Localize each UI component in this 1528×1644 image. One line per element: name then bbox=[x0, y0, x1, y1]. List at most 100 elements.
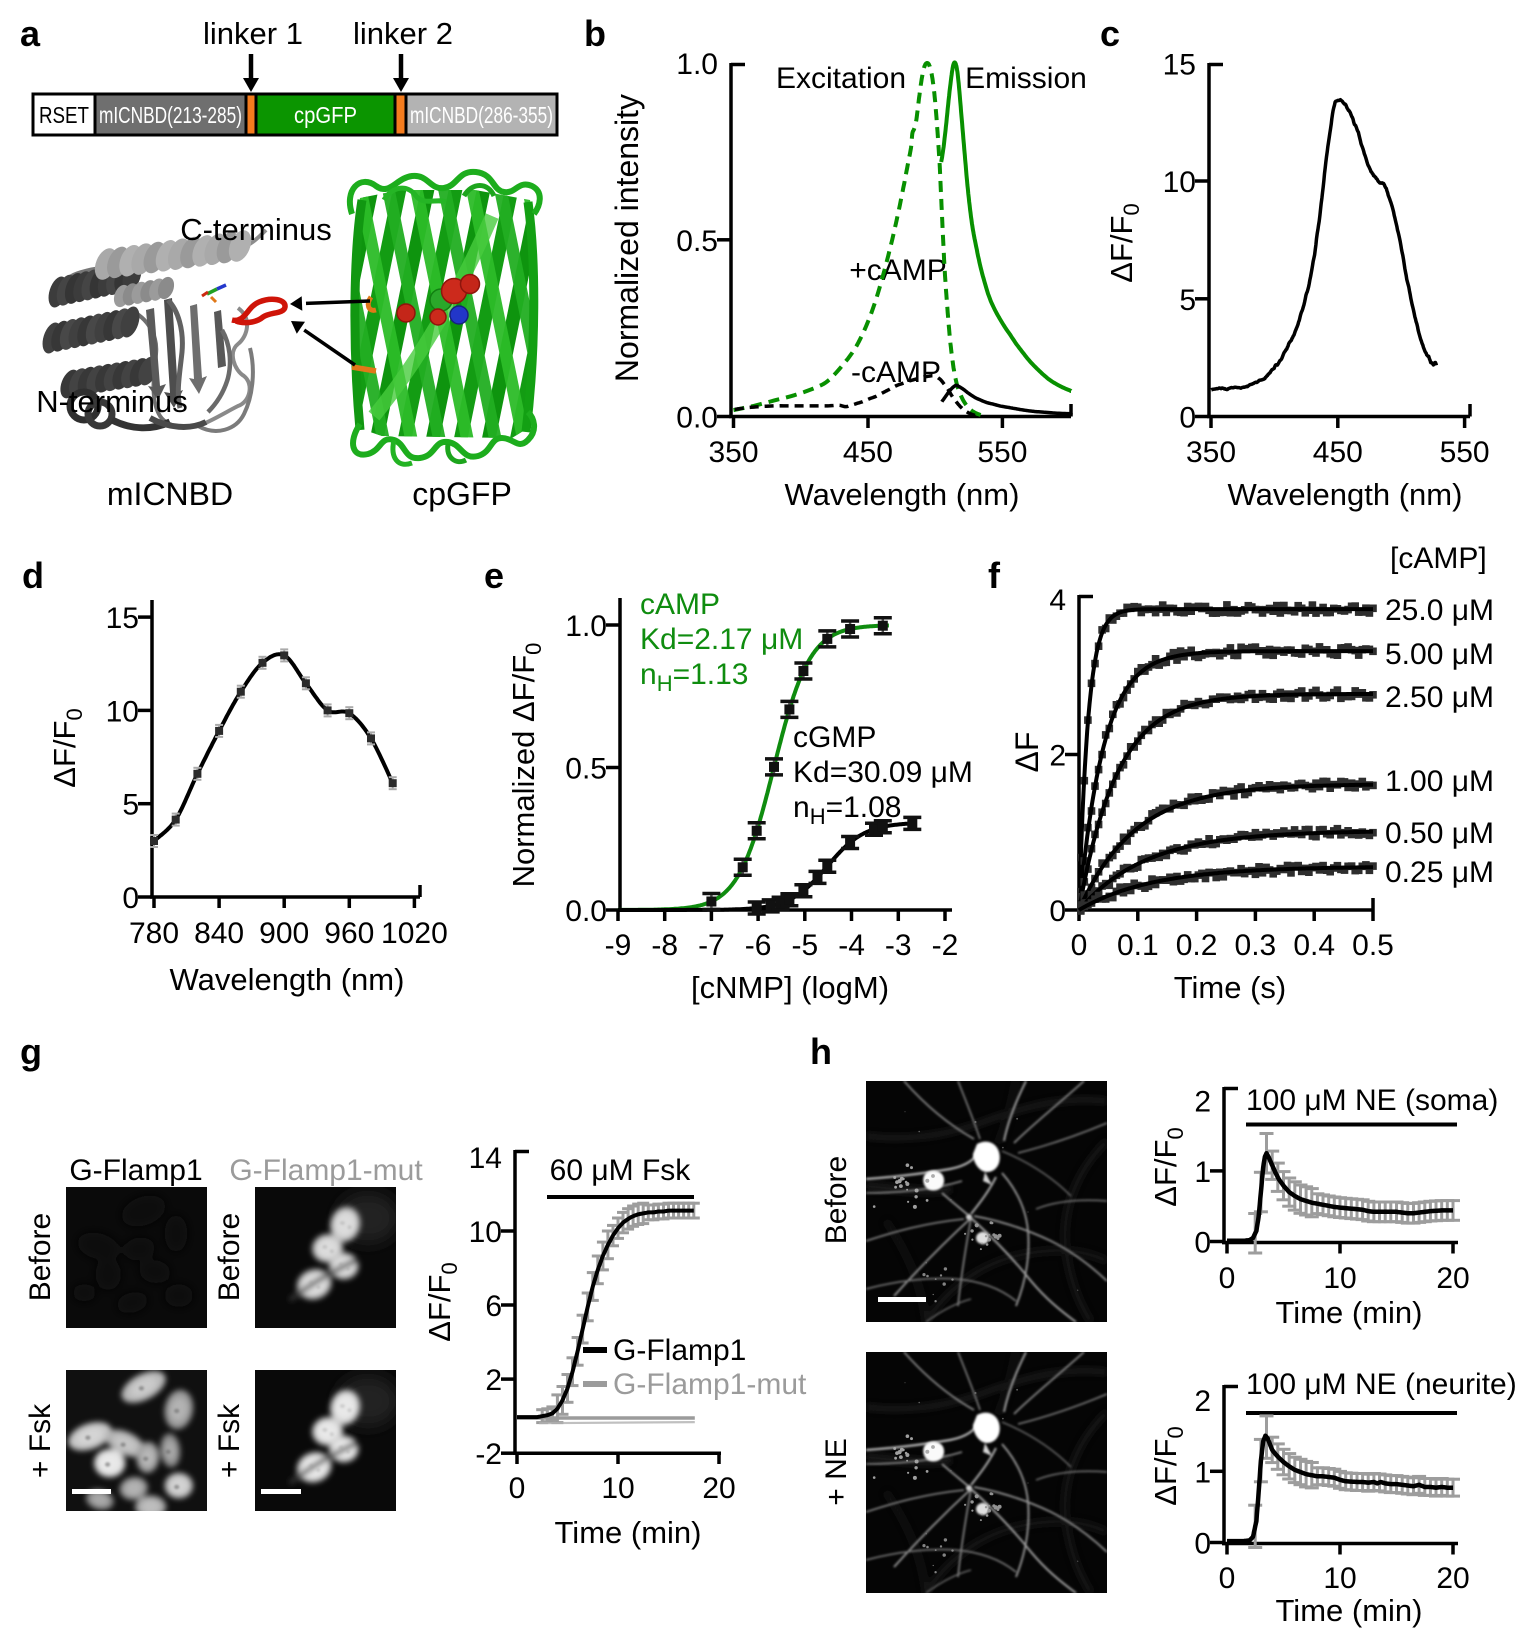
svg-text:0: 0 bbox=[122, 882, 139, 915]
svg-text:-2: -2 bbox=[932, 929, 959, 962]
svg-text:2: 2 bbox=[1194, 1085, 1211, 1118]
svg-text:-2: -2 bbox=[475, 1438, 502, 1471]
svg-text:1020: 1020 bbox=[381, 917, 448, 950]
svg-text:c: c bbox=[1100, 13, 1120, 54]
svg-text:cpGFP: cpGFP bbox=[412, 476, 512, 512]
svg-text:Time (min): Time (min) bbox=[555, 1515, 702, 1550]
svg-text:RSET: RSET bbox=[39, 102, 89, 128]
svg-text:780: 780 bbox=[129, 917, 179, 950]
svg-text:0.5: 0.5 bbox=[676, 225, 718, 258]
svg-text:Wavelength (nm): Wavelength (nm) bbox=[170, 962, 405, 997]
svg-text:Kd=2.17 μM: Kd=2.17 μM bbox=[640, 623, 803, 656]
svg-text:1: 1 bbox=[1194, 1456, 1211, 1489]
svg-text:ΔF/F0: ΔF/F0 bbox=[1148, 1127, 1188, 1206]
svg-text:1.0: 1.0 bbox=[565, 610, 607, 643]
svg-text:5: 5 bbox=[1179, 284, 1196, 317]
svg-text:450: 450 bbox=[843, 436, 893, 469]
svg-text:0.50 μM: 0.50 μM bbox=[1385, 817, 1494, 850]
svg-text:nH=1.08: nH=1.08 bbox=[793, 791, 902, 829]
svg-text:+ Fsk: + Fsk bbox=[213, 1403, 246, 1478]
svg-text:350: 350 bbox=[708, 436, 758, 469]
svg-text:Kd=30.09 μM: Kd=30.09 μM bbox=[793, 756, 973, 789]
svg-text:mICNBD(213-285): mICNBD(213-285) bbox=[99, 102, 242, 128]
svg-text:+ Fsk: + Fsk bbox=[24, 1403, 57, 1478]
svg-text:linker 2: linker 2 bbox=[353, 16, 453, 51]
svg-text:20: 20 bbox=[702, 1472, 735, 1505]
svg-text:0: 0 bbox=[1194, 1227, 1211, 1260]
svg-text:-cAMP: -cAMP bbox=[851, 356, 941, 389]
svg-text:Time (s): Time (s) bbox=[1174, 970, 1287, 1005]
svg-text:25.0 μM: 25.0 μM bbox=[1385, 594, 1494, 627]
svg-text:Wavelength (nm): Wavelength (nm) bbox=[1228, 477, 1463, 512]
svg-text:G-Flamp1-mut: G-Flamp1-mut bbox=[613, 1368, 807, 1401]
svg-text:0: 0 bbox=[1219, 1262, 1236, 1295]
svg-text:0: 0 bbox=[1179, 402, 1196, 435]
svg-text:G-Flamp1: G-Flamp1 bbox=[69, 1154, 202, 1187]
svg-text:20: 20 bbox=[1436, 1262, 1469, 1295]
svg-text:0.25 μM: 0.25 μM bbox=[1385, 856, 1494, 889]
svg-text:1.00 μM: 1.00 μM bbox=[1385, 765, 1494, 798]
svg-text:100 μM NE (neurite): 100 μM NE (neurite) bbox=[1246, 1368, 1517, 1401]
svg-text:ΔF/F0: ΔF/F0 bbox=[1148, 1426, 1188, 1505]
svg-text:10: 10 bbox=[601, 1472, 634, 1505]
svg-text:20: 20 bbox=[1436, 1562, 1469, 1595]
svg-text:a: a bbox=[20, 13, 41, 54]
svg-text:0.3: 0.3 bbox=[1235, 929, 1277, 962]
svg-text:14: 14 bbox=[469, 1142, 502, 1175]
svg-text:mICNBD(286-355): mICNBD(286-355) bbox=[410, 102, 553, 128]
svg-text:Before: Before bbox=[820, 1156, 853, 1244]
svg-text:0: 0 bbox=[1194, 1528, 1211, 1561]
svg-text:350: 350 bbox=[1186, 436, 1236, 469]
svg-text:cpGFP: cpGFP bbox=[294, 102, 357, 128]
svg-text:2: 2 bbox=[1049, 740, 1066, 773]
svg-text:Before: Before bbox=[213, 1213, 246, 1301]
svg-text:0.5: 0.5 bbox=[1352, 929, 1394, 962]
svg-text:C-terminus: C-terminus bbox=[180, 212, 332, 247]
svg-text:+cAMP: +cAMP bbox=[849, 254, 947, 287]
svg-text:2.50 μM: 2.50 μM bbox=[1385, 681, 1494, 714]
svg-text:0.1: 0.1 bbox=[1117, 929, 1159, 962]
svg-text:nH=1.13: nH=1.13 bbox=[640, 658, 749, 696]
svg-text:-7: -7 bbox=[698, 929, 725, 962]
svg-text:0.2: 0.2 bbox=[1176, 929, 1218, 962]
svg-text:0: 0 bbox=[1071, 929, 1088, 962]
svg-text:450: 450 bbox=[1313, 436, 1363, 469]
svg-text:Time (min): Time (min) bbox=[1276, 1593, 1423, 1628]
svg-text:0.4: 0.4 bbox=[1293, 929, 1335, 962]
svg-text:900: 900 bbox=[259, 917, 309, 950]
svg-text:2: 2 bbox=[485, 1364, 502, 1397]
svg-text:550: 550 bbox=[977, 436, 1027, 469]
svg-text:1: 1 bbox=[1194, 1156, 1211, 1189]
svg-text:G-Flamp1-mut: G-Flamp1-mut bbox=[229, 1154, 423, 1187]
svg-text:Emission: Emission bbox=[965, 62, 1087, 95]
svg-text:5.00 μM: 5.00 μM bbox=[1385, 638, 1494, 671]
svg-text:960: 960 bbox=[324, 917, 374, 950]
svg-text:0: 0 bbox=[1219, 1562, 1236, 1595]
svg-text:cAMP: cAMP bbox=[640, 588, 720, 621]
svg-text:0.0: 0.0 bbox=[676, 402, 718, 435]
svg-text:b: b bbox=[584, 13, 606, 54]
svg-text:h: h bbox=[810, 1031, 832, 1072]
svg-text:10: 10 bbox=[1323, 1562, 1356, 1595]
svg-text:[cNMP] (logM): [cNMP] (logM) bbox=[691, 970, 889, 1005]
svg-text:10: 10 bbox=[1163, 166, 1196, 199]
svg-text:G-Flamp1: G-Flamp1 bbox=[613, 1334, 746, 1367]
svg-text:15: 15 bbox=[1163, 48, 1196, 81]
svg-text:ΔF/F0: ΔF/F0 bbox=[47, 708, 87, 787]
svg-text:-5: -5 bbox=[791, 929, 818, 962]
svg-text:-4: -4 bbox=[838, 929, 865, 962]
svg-text:0.5: 0.5 bbox=[565, 753, 607, 786]
svg-text:Excitation: Excitation bbox=[776, 62, 906, 95]
svg-text:ΔF/F0: ΔF/F0 bbox=[422, 1262, 462, 1341]
svg-text:Before: Before bbox=[24, 1213, 57, 1301]
svg-text:5: 5 bbox=[122, 789, 139, 822]
svg-text:0: 0 bbox=[509, 1472, 526, 1505]
svg-text:Normalized intensity: Normalized intensity bbox=[609, 94, 645, 382]
svg-text:cGMP: cGMP bbox=[793, 721, 876, 754]
svg-text:550: 550 bbox=[1440, 436, 1490, 469]
svg-text:Normalized ΔF/F0: Normalized ΔF/F0 bbox=[506, 643, 546, 888]
svg-text:[cAMP]: [cAMP] bbox=[1390, 542, 1487, 575]
svg-text:-3: -3 bbox=[885, 929, 912, 962]
svg-text:0.0: 0.0 bbox=[565, 895, 607, 928]
svg-text:100 μM NE (soma): 100 μM NE (soma) bbox=[1246, 1084, 1498, 1117]
